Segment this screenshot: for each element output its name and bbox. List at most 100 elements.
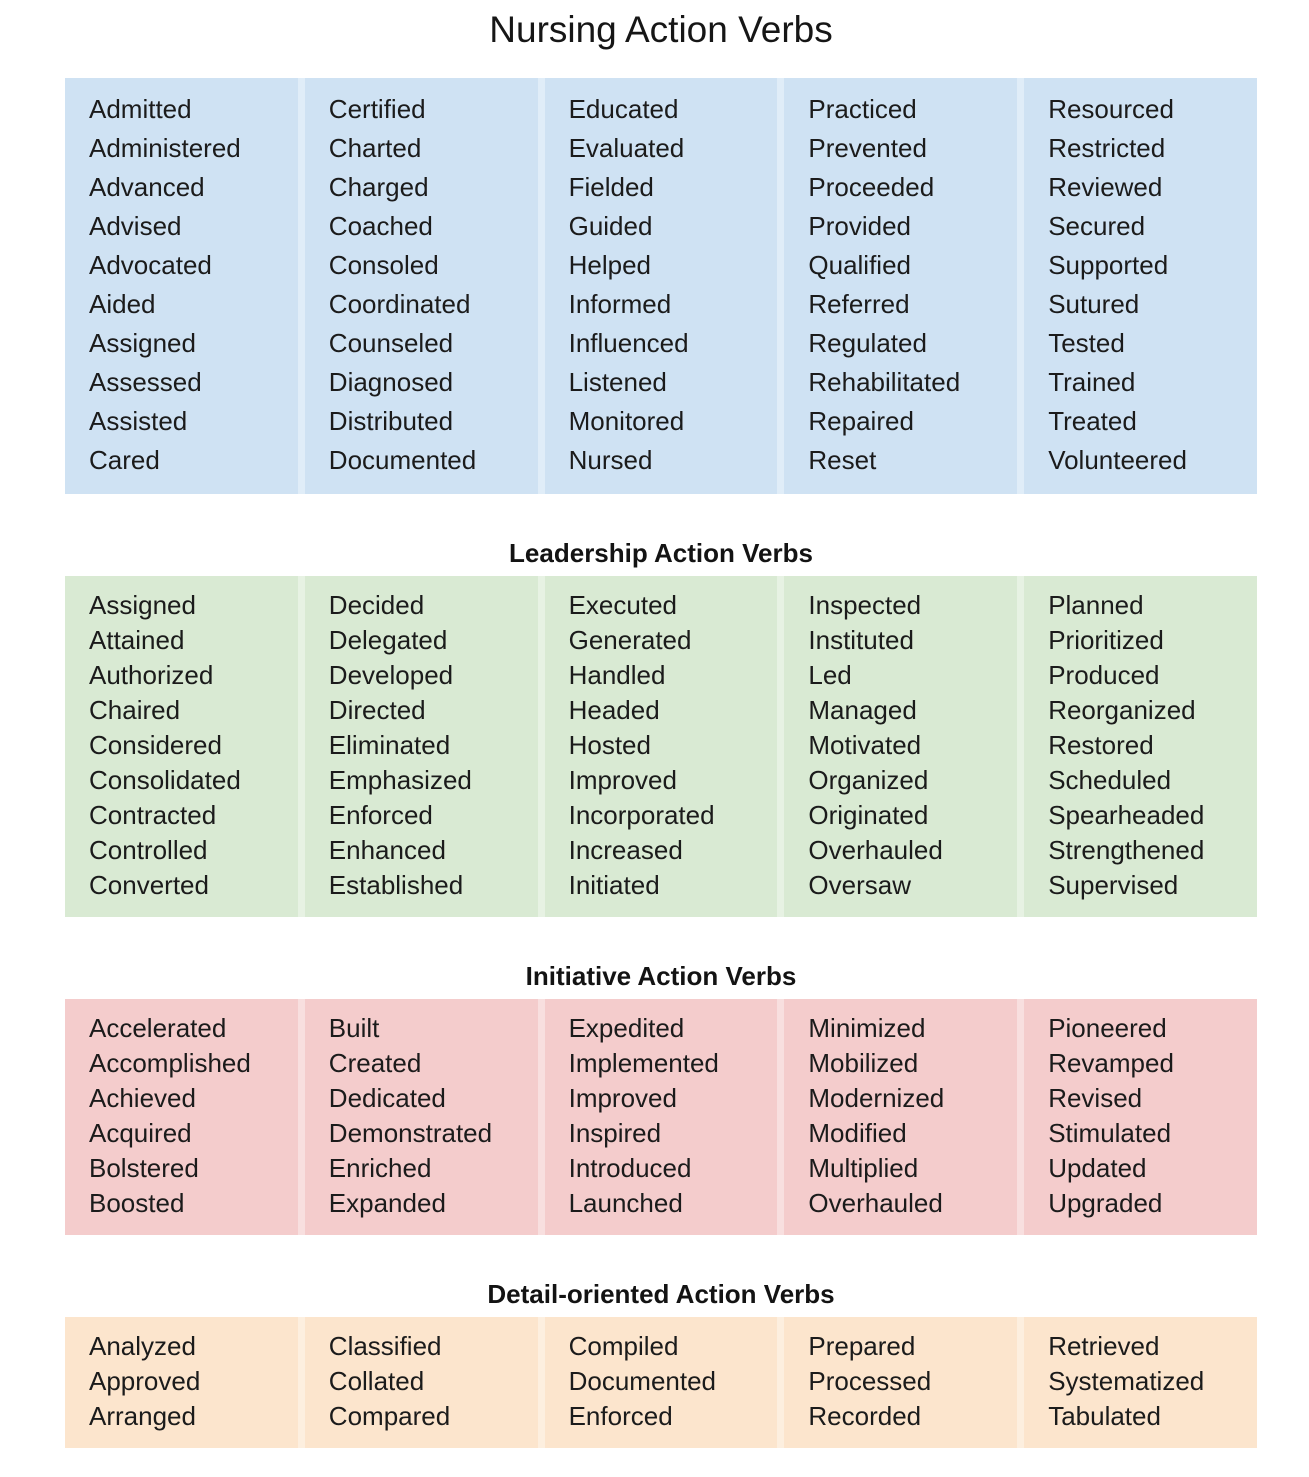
- verb: Enhanced: [328, 835, 446, 865]
- verb: Scheduled: [1048, 765, 1172, 795]
- section-nursing-column-4: Practiced Prevented Proceeded Provided Quali…: [784, 78, 1018, 494]
- verb: Qualified: [808, 250, 912, 280]
- verb: Trained: [1048, 367, 1136, 397]
- verb: Reviewed: [1048, 172, 1163, 202]
- verb: Organized: [808, 765, 929, 795]
- verb: Oversaw: [808, 870, 911, 900]
- verb: Practiced: [808, 94, 917, 124]
- verb: Developed: [328, 660, 454, 690]
- verb: Compiled: [568, 1331, 679, 1361]
- verb: Prepared: [808, 1331, 916, 1361]
- verb: Minimized: [808, 1013, 926, 1043]
- verb: Classified: [328, 1331, 442, 1361]
- verb: Sutured: [1048, 289, 1140, 319]
- verb: Monitored: [568, 406, 685, 436]
- verb: Managed: [808, 695, 917, 725]
- verb: Dedicated: [328, 1083, 446, 1113]
- verb: Consoled: [328, 250, 439, 280]
- section-detail-column-4: Prepared Processed Recorded: [784, 1317, 1018, 1448]
- verb: Analyzed: [89, 1331, 196, 1361]
- verb: Accomplished: [89, 1048, 251, 1078]
- verb: Led: [808, 660, 852, 690]
- verb: Consolidated: [89, 765, 241, 795]
- verb: Counseled: [328, 328, 454, 358]
- verb: Mobilized: [808, 1048, 919, 1078]
- verb: Achieved: [89, 1083, 196, 1113]
- verb: Generated: [568, 625, 692, 655]
- verb: Revamped: [1048, 1048, 1174, 1078]
- section-initiative: Accelerated Accomplished Achieved Acquired B…: [65, 999, 1257, 1235]
- section-header-leadership: Leadership Action Verbs: [509, 538, 813, 568]
- verb: Reset: [808, 445, 877, 475]
- verb: Charted: [328, 133, 422, 163]
- verb: Improved: [568, 765, 677, 795]
- section-nursing-column-3: Educated Evaluated Fielded Guided Helped Info…: [544, 78, 778, 494]
- verb: Assigned: [89, 590, 196, 620]
- section-header-detail: Detail-oriented Action Verbs: [487, 1279, 835, 1309]
- verb: Administered: [89, 133, 241, 163]
- section-leadership: Assigned Attained Authorized Chaired Conside…: [65, 576, 1257, 917]
- verb: Contracted: [89, 800, 217, 830]
- page-title: Nursing Action Verbs: [489, 9, 833, 50]
- verb: Guided: [568, 211, 653, 241]
- verb: Systematized: [1048, 1366, 1205, 1396]
- verb: Volunteered: [1048, 445, 1187, 475]
- verb: Proceeded: [808, 172, 935, 202]
- verb: Upgraded: [1048, 1188, 1163, 1218]
- section-leadership-column-2: Decided Delegated Developed Directed Elimina…: [304, 576, 538, 917]
- verb: Decided: [328, 590, 425, 620]
- verb: Created: [328, 1048, 422, 1078]
- section-leadership-column-5: Planned Prioritized Produced Reorganized Res…: [1024, 576, 1257, 917]
- verb: Expanded: [328, 1188, 446, 1218]
- verb: Implemented: [568, 1048, 719, 1078]
- verb: Advised: [89, 211, 182, 241]
- verb: Admitted: [89, 94, 192, 124]
- section-leadership-column-4: Inspected Instituted Led Managed Motivated Or…: [784, 576, 1018, 917]
- verb: Rehabilitated: [808, 367, 961, 397]
- verb: Arranged: [89, 1401, 196, 1431]
- verb: Enforced: [328, 800, 433, 830]
- verb: Bolstered: [89, 1153, 199, 1183]
- verb: Attained: [89, 625, 185, 655]
- verb: Resourced: [1048, 94, 1174, 124]
- section-nursing: Admitted Administered Advanced Advised Advoc…: [65, 78, 1257, 494]
- verb: Cared: [89, 445, 160, 475]
- verb: Listened: [568, 367, 667, 397]
- verb: Controlled: [89, 835, 208, 865]
- section-detail: Analyzed Approved Arranged Classified Collat…: [65, 1317, 1257, 1448]
- verb: Collated: [328, 1366, 425, 1396]
- verb: Pioneered: [1048, 1013, 1167, 1043]
- verb: Demonstrated: [328, 1118, 493, 1148]
- verb: Delegated: [328, 625, 448, 655]
- section-leadership-column-1: Assigned Attained Authorized Chaired Conside…: [65, 576, 298, 917]
- section-initiative-column-5: Pioneered Revamped Revised Stimulated Update…: [1024, 999, 1257, 1235]
- verb: Restricted: [1048, 133, 1166, 163]
- section-initiative-column-1: Accelerated Accomplished Achieved Acquired B…: [65, 999, 298, 1235]
- section-initiative-column-2: Built Created Dedicated Demonstrated Enriche…: [304, 999, 538, 1235]
- verb: Documented: [328, 445, 477, 475]
- verb: Planned: [1048, 590, 1144, 620]
- verb: Assessed: [89, 367, 202, 397]
- verb: Incorporated: [568, 800, 715, 830]
- verb: Charged: [328, 172, 429, 202]
- verb: Initiated: [568, 870, 660, 900]
- verb: Executed: [568, 590, 677, 620]
- verb: Overhauled: [808, 1188, 943, 1218]
- verb: Educated: [568, 94, 679, 124]
- section-detail-column-3: Compiled Documented Enforced: [544, 1317, 778, 1448]
- sections-container: Admitted Administered Advanced Advised Advoc…: [65, 78, 1257, 1448]
- verb: Increased: [568, 835, 683, 865]
- verb: Accelerated: [89, 1013, 227, 1043]
- verb: Authorized: [89, 660, 214, 690]
- verb: Influenced: [568, 328, 689, 358]
- verb: Approved: [89, 1366, 201, 1396]
- verb: Certified: [328, 94, 426, 124]
- verb: Assigned: [89, 328, 196, 358]
- section-leadership-column-3: Executed Generated Handled Headed Hosted Impr…: [544, 576, 778, 917]
- verb: Strengthened: [1048, 835, 1205, 865]
- verb: Helped: [568, 250, 651, 280]
- verb: Tabulated: [1048, 1401, 1161, 1431]
- verb: Overhauled: [808, 835, 943, 865]
- verb: Diagnosed: [328, 367, 454, 397]
- verb: Assisted: [89, 406, 188, 436]
